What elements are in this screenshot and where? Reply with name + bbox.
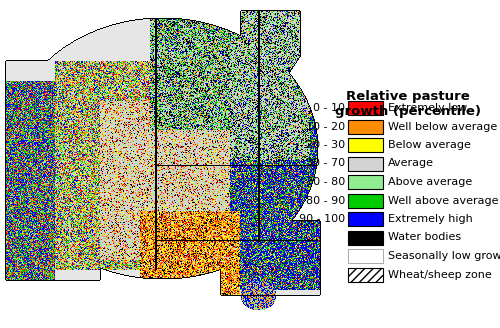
Text: Above average: Above average: [388, 177, 472, 187]
Bar: [348, 212, 383, 226]
Text: Below average: Below average: [388, 140, 471, 150]
Text: Well below average: Well below average: [388, 121, 497, 132]
Text: 70 - 80: 70 - 80: [306, 177, 345, 187]
Text: Relative pasture
growth (percentile): Relative pasture growth (percentile): [335, 90, 481, 118]
Text: Well above average: Well above average: [388, 195, 498, 206]
Bar: [348, 249, 383, 263]
Text: Extremely high: Extremely high: [388, 214, 473, 224]
Bar: [348, 194, 383, 208]
Text: Average: Average: [388, 158, 434, 169]
Bar: [348, 268, 383, 281]
Bar: [348, 175, 383, 189]
Text: Wheat/sheep zone: Wheat/sheep zone: [388, 270, 492, 279]
Text: 10 - 20: 10 - 20: [306, 121, 345, 132]
Text: Extremely low: Extremely low: [388, 103, 467, 113]
Bar: [348, 231, 383, 244]
Text: 80 - 90: 80 - 90: [306, 195, 345, 206]
Text: 0 - 10: 0 - 10: [313, 103, 345, 113]
Bar: [348, 138, 383, 152]
Bar: [348, 156, 383, 171]
Bar: [348, 119, 383, 133]
Text: 90 - 100: 90 - 100: [299, 214, 345, 224]
Bar: [348, 101, 383, 115]
Text: Water bodies: Water bodies: [388, 233, 461, 242]
Text: 30 - 70: 30 - 70: [306, 158, 345, 169]
Text: Seasonally low growth: Seasonally low growth: [388, 251, 500, 261]
Text: 20 - 30: 20 - 30: [306, 140, 345, 150]
